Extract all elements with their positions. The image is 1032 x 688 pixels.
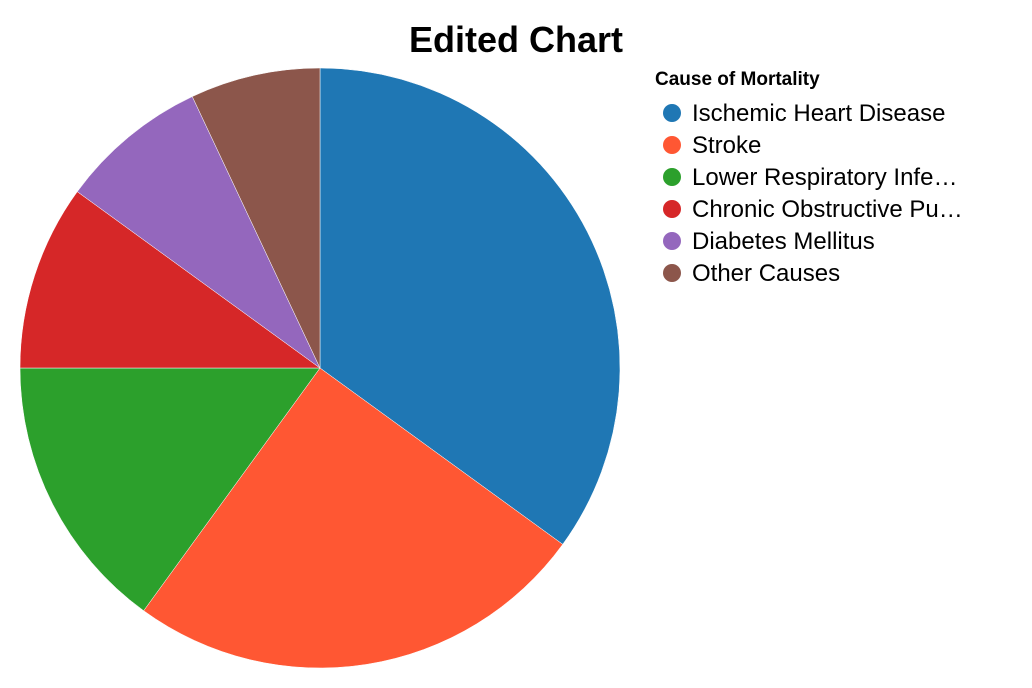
legend-swatch (663, 264, 681, 282)
legend-label: Diabetes Mellitus (692, 228, 875, 255)
legend-item-lower-respiratory-infe: Lower Respiratory Infe… (663, 164, 957, 191)
legend-label: Chronic Obstructive Pu… (692, 196, 963, 223)
legend-item-stroke: Stroke (663, 132, 761, 159)
pie-slices (19, 67, 621, 669)
legend-item-chronic-obstructive-pu: Chronic Obstructive Pu… (663, 196, 963, 223)
pie-slice-chronic-obstructive-pu (19, 191, 321, 369)
legend-swatch (663, 104, 681, 122)
legend-label: Stroke (692, 132, 761, 159)
legend-item-ischemic-heart-disease: Ischemic Heart Disease (663, 100, 945, 127)
legend-swatch (663, 136, 681, 154)
pie-slice-lower-respiratory-infe (19, 367, 321, 612)
chart-title: Edited Chart (409, 19, 623, 60)
legend-item-diabetes-mellitus: Diabetes Mellitus (663, 228, 875, 255)
legend-label: Other Causes (692, 260, 840, 287)
legend-items: Ischemic Heart Disease Stroke Lower Respir… (663, 100, 963, 287)
pie-slice-diabetes-mellitus (76, 96, 321, 369)
legend-title: Cause of Mortality (655, 69, 820, 90)
pie-slice-ischemic-heart-disease (319, 67, 621, 545)
legend-label: Ischemic Heart Disease (692, 100, 945, 127)
legend-swatch (663, 232, 681, 250)
pie-slice-stroke (143, 367, 564, 669)
pie-slice-other-causes (191, 67, 321, 369)
legend-swatch (663, 200, 681, 218)
legend-label: Lower Respiratory Infe… (692, 164, 957, 191)
legend-swatch (663, 168, 681, 186)
legend: Cause of Mortality Ischemic Heart Diseas… (655, 69, 963, 287)
legend-item-other-causes: Other Causes (663, 260, 840, 287)
